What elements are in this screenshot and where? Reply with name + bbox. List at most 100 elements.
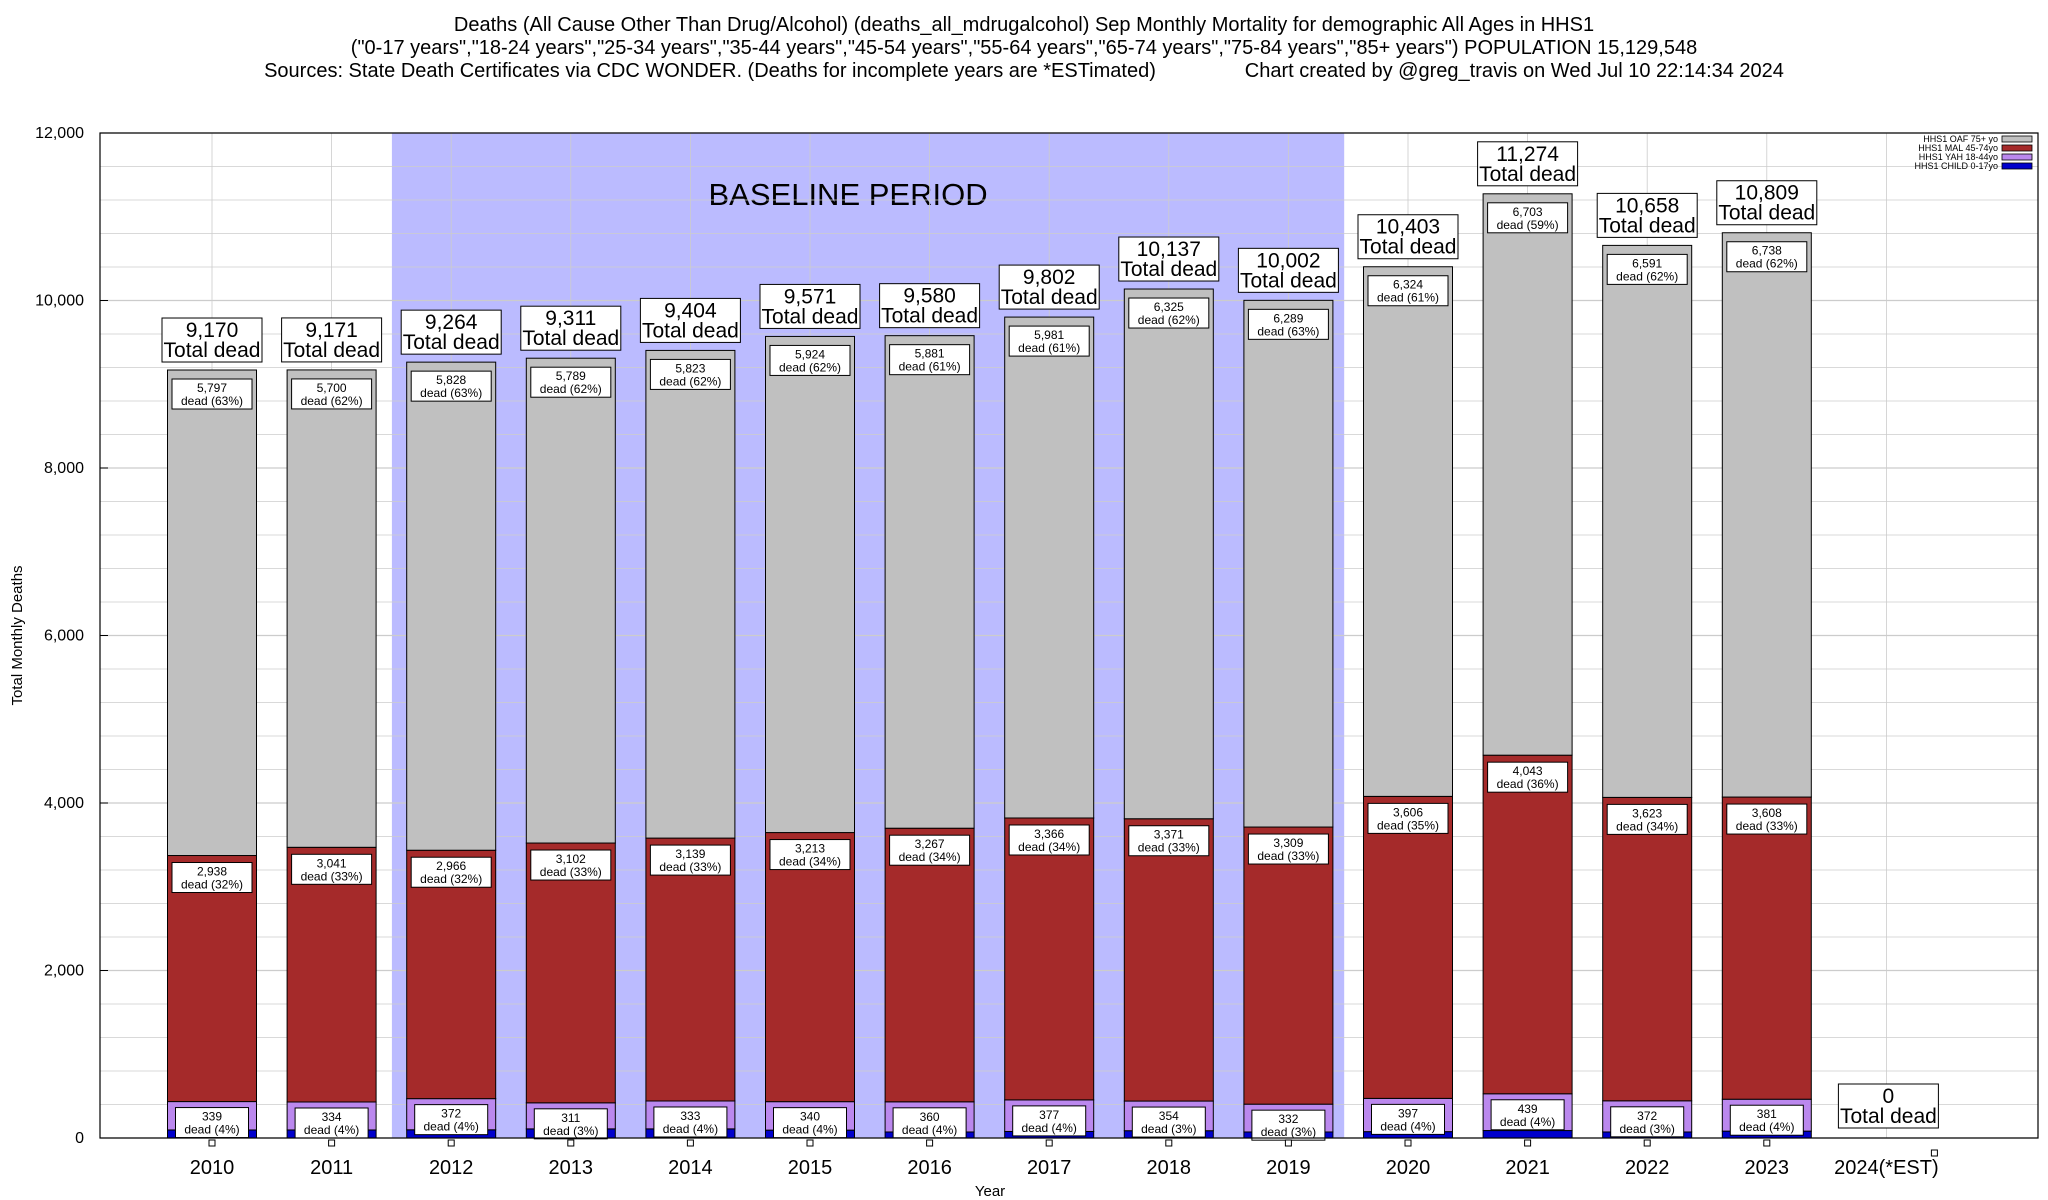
segment-label-value: 339: [202, 1110, 222, 1124]
total-label-suffix: Total dead: [1120, 258, 1217, 281]
x-axis-title: Year: [975, 1183, 1005, 1200]
bar-segment-hhs1-oaf-75-yo: [645, 349, 736, 839]
bar-marker: [1524, 1139, 1532, 1147]
plot-border: [99, 132, 2039, 1139]
segment-label-pct: dead (34%): [899, 850, 961, 864]
segment-label-pct: dead (33%): [301, 869, 363, 883]
bar-segment-hhs1-oaf-75-yo: [406, 361, 497, 851]
segment-label-pct: dead (4%): [782, 1123, 837, 1137]
total-label-value: 0: [1883, 1085, 1895, 1108]
x-tick-label: 2012: [429, 1157, 474, 1179]
total-label-box: [1357, 214, 1459, 260]
segment-label-value: 5,797: [197, 381, 227, 395]
x-tick-label: 2022: [1625, 1157, 1670, 1179]
legend-entry-label: HHS1 OAF 75+ yo: [1923, 134, 1998, 144]
segment-label-value: 3,267: [915, 837, 945, 851]
segment-label-box: [410, 856, 492, 888]
x-tick-label: 2010: [190, 1157, 235, 1179]
bar-marker: [1930, 1149, 1938, 1157]
segment-label-pct: dead (4%): [1022, 1121, 1077, 1135]
segment-label-box: [291, 378, 373, 410]
total-label-box: [1477, 141, 1579, 187]
segment-label-box: [1251, 1109, 1326, 1141]
y-tick-label: 2,000: [44, 963, 84, 980]
segment-label-pct: dead (4%): [1739, 1120, 1794, 1134]
total-label-suffix: Total dead: [1001, 286, 1098, 309]
bar-segment-hhs1-oaf-75-yo: [167, 369, 257, 857]
segment-label-value: 332: [1278, 1112, 1298, 1126]
total-label-box: [1596, 192, 1698, 238]
segment-label-value: 5,823: [675, 361, 705, 375]
segment-label-box: [1247, 833, 1329, 865]
segment-label-pct: dead (62%): [540, 382, 602, 396]
segment-label-value: 360: [920, 1110, 940, 1124]
bar-marker: [806, 1139, 814, 1147]
segment-label-box: [294, 1107, 369, 1139]
total-label-value: 9,580: [903, 285, 956, 308]
segment-label-box: [1606, 253, 1688, 285]
segment-label-value: 381: [1757, 1107, 1777, 1121]
segment-label-value: 377: [1039, 1108, 1059, 1122]
legend-swatch: [2001, 135, 2033, 143]
segment-label-pct: dead (3%): [1620, 1122, 1675, 1136]
segment-label-box: [533, 1108, 608, 1140]
chart-title-line-3: Sources: State Death Certificates via CD…: [264, 60, 1784, 82]
bar-segment-hhs1-oaf-75-yo: [884, 335, 975, 829]
total-label-suffix: Total dead: [522, 327, 619, 350]
bar-segment-hhs1-oaf-75-yo: [765, 335, 855, 834]
segment-label-pct: dead (62%): [1616, 269, 1678, 283]
segment-label-value: 3,366: [1034, 827, 1064, 841]
total-label-box: [161, 317, 263, 363]
y-tick-label: 0: [75, 1130, 84, 1147]
total-label-box: [1837, 1083, 1939, 1129]
bar-segment-hhs1-mal-45-74yo: [286, 846, 377, 1103]
total-label-box: [520, 305, 622, 351]
chart-title-line-2: ("0-17 years","18-24 years","25-34 years…: [350, 37, 1698, 59]
bar-segment-hhs1-oaf-75-yo: [1243, 299, 1334, 828]
segment-label-box: [1131, 1106, 1206, 1138]
segment-label-value: 6,703: [1513, 205, 1543, 219]
chart-title-block: Deaths (All Cause Other Than Drug/Alcoho…: [0, 14, 2048, 83]
bar-segment-hhs1-mal-45-74yo: [765, 832, 855, 1103]
segment-label-value: 354: [1159, 1109, 1179, 1123]
y-tick-label: 4,000: [44, 795, 84, 812]
segment-label-box: [414, 1104, 489, 1136]
total-label-value: 10,658: [1615, 194, 1679, 217]
segment-label-box: [291, 853, 373, 885]
legend-entry-label: HHS1 MAL 45-74yo: [1918, 143, 1998, 153]
segment-label-pct: dead (4%): [902, 1123, 957, 1137]
segment-label-pct: dead (62%): [1736, 257, 1798, 271]
segment-label-pct: dead (63%): [420, 386, 482, 400]
segment-label-pct: dead (33%): [1736, 819, 1798, 833]
segment-label-pct: dead (3%): [1261, 1125, 1316, 1139]
total-label-value: 9,264: [425, 311, 478, 334]
bar-marker: [1763, 1139, 1771, 1147]
segment-label-pct: dead (59%): [1497, 218, 1559, 232]
segment-label-box: [889, 834, 971, 866]
segment-label-pct: dead (33%): [1138, 841, 1200, 855]
total-label-box: [879, 283, 981, 329]
total-label-suffix: Total dead: [1599, 214, 1696, 237]
total-label-suffix: Total dead: [642, 319, 739, 342]
segment-label-box: [889, 344, 971, 376]
segment-label-value: 2,938: [197, 865, 227, 879]
